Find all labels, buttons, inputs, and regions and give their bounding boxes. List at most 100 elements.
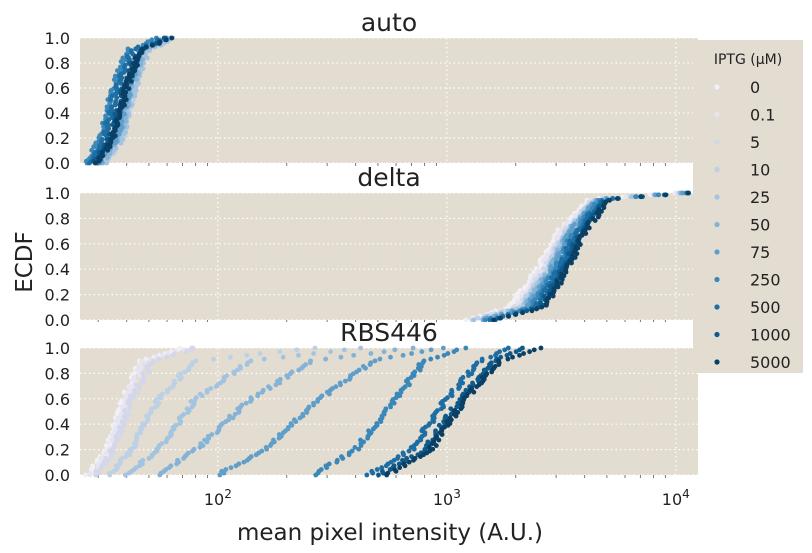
data-point — [263, 444, 269, 450]
data-point — [104, 142, 110, 148]
data-point — [154, 397, 160, 402]
data-point — [579, 232, 585, 238]
data-point — [228, 354, 233, 360]
panel-title: RBS446 — [340, 318, 438, 347]
data-point — [368, 351, 374, 356]
panel-background — [80, 38, 698, 163]
data-point — [177, 345, 183, 351]
y-tick-label: 0.4 — [45, 260, 70, 279]
data-point — [157, 39, 163, 45]
data-point — [564, 232, 569, 238]
data-point — [487, 317, 493, 323]
data-point — [303, 362, 309, 367]
data-point — [156, 356, 162, 362]
data-point — [186, 450, 191, 456]
data-point — [236, 461, 242, 467]
y-tick-label: 0.8 — [45, 364, 70, 383]
data-point — [440, 345, 446, 351]
data-point — [338, 354, 344, 360]
data-point — [400, 450, 406, 456]
y-tick-label: 0.0 — [45, 154, 70, 173]
series-5000 — [92, 35, 175, 166]
data-point — [88, 470, 93, 476]
panel-title: delta — [357, 163, 420, 192]
data-point — [404, 456, 410, 461]
data-point — [533, 266, 539, 271]
data-point — [534, 306, 539, 312]
data-point — [554, 282, 560, 288]
data-point — [531, 293, 536, 299]
data-point — [349, 448, 355, 454]
data-point — [134, 77, 139, 83]
data-point — [127, 384, 133, 390]
data-point — [134, 432, 140, 437]
data-point — [339, 454, 344, 459]
data-point — [139, 46, 145, 52]
data-point — [549, 275, 554, 281]
data-point — [531, 347, 537, 353]
data-point — [111, 77, 117, 83]
data-point — [205, 433, 211, 439]
legend-marker — [714, 194, 720, 200]
data-point — [193, 358, 199, 364]
data-point — [555, 247, 561, 253]
data-point — [402, 384, 408, 390]
data-point — [140, 421, 145, 426]
data-point — [400, 352, 406, 358]
data-point — [333, 384, 339, 390]
data-point — [103, 443, 109, 448]
data-point — [482, 317, 488, 323]
data-point — [209, 432, 215, 437]
data-point — [120, 55, 126, 61]
data-point — [116, 424, 122, 430]
data-point — [471, 317, 477, 323]
data-point — [100, 149, 105, 155]
data-point — [557, 229, 563, 235]
data-point — [326, 461, 332, 467]
data-point — [394, 391, 400, 397]
y-tick-label: 0.2 — [45, 441, 70, 460]
data-point — [356, 446, 362, 452]
data-point — [401, 461, 407, 467]
data-point — [284, 373, 290, 379]
data-point — [103, 450, 108, 456]
data-point — [168, 463, 174, 469]
data-point — [113, 463, 119, 469]
data-point — [548, 264, 554, 270]
data-point — [106, 470, 112, 476]
data-point — [416, 362, 422, 367]
series-250 — [313, 345, 469, 478]
data-point — [358, 345, 364, 351]
data-point — [558, 260, 563, 266]
data-point — [552, 269, 558, 275]
data-point — [99, 463, 105, 469]
data-point — [385, 470, 391, 476]
data-point — [434, 408, 440, 413]
data-point — [204, 387, 210, 393]
series-5 — [93, 345, 196, 478]
data-point — [183, 349, 189, 355]
data-point — [92, 160, 98, 166]
data-point — [211, 356, 216, 362]
data-point — [538, 277, 544, 282]
data-point — [484, 371, 490, 377]
data-point — [118, 59, 124, 64]
y-tick-label: 0.0 — [45, 311, 70, 330]
data-point — [614, 196, 620, 201]
data-point — [171, 351, 177, 356]
data-point — [511, 297, 517, 303]
data-point — [226, 417, 232, 423]
data-point — [558, 280, 564, 286]
data-point — [441, 352, 447, 358]
data-point — [372, 358, 378, 364]
x-tick-label: 103 — [433, 487, 461, 509]
data-point — [181, 411, 187, 417]
data-point — [145, 39, 151, 45]
data-point — [288, 421, 294, 426]
data-point — [629, 194, 634, 200]
data-point — [182, 369, 188, 375]
legend-marker — [714, 249, 720, 255]
data-point — [149, 37, 155, 43]
panel-RBS446: 0.0 0.2 0.4 0.6 0.8 1.0 RBS446 102 103 104 — [45, 318, 698, 509]
